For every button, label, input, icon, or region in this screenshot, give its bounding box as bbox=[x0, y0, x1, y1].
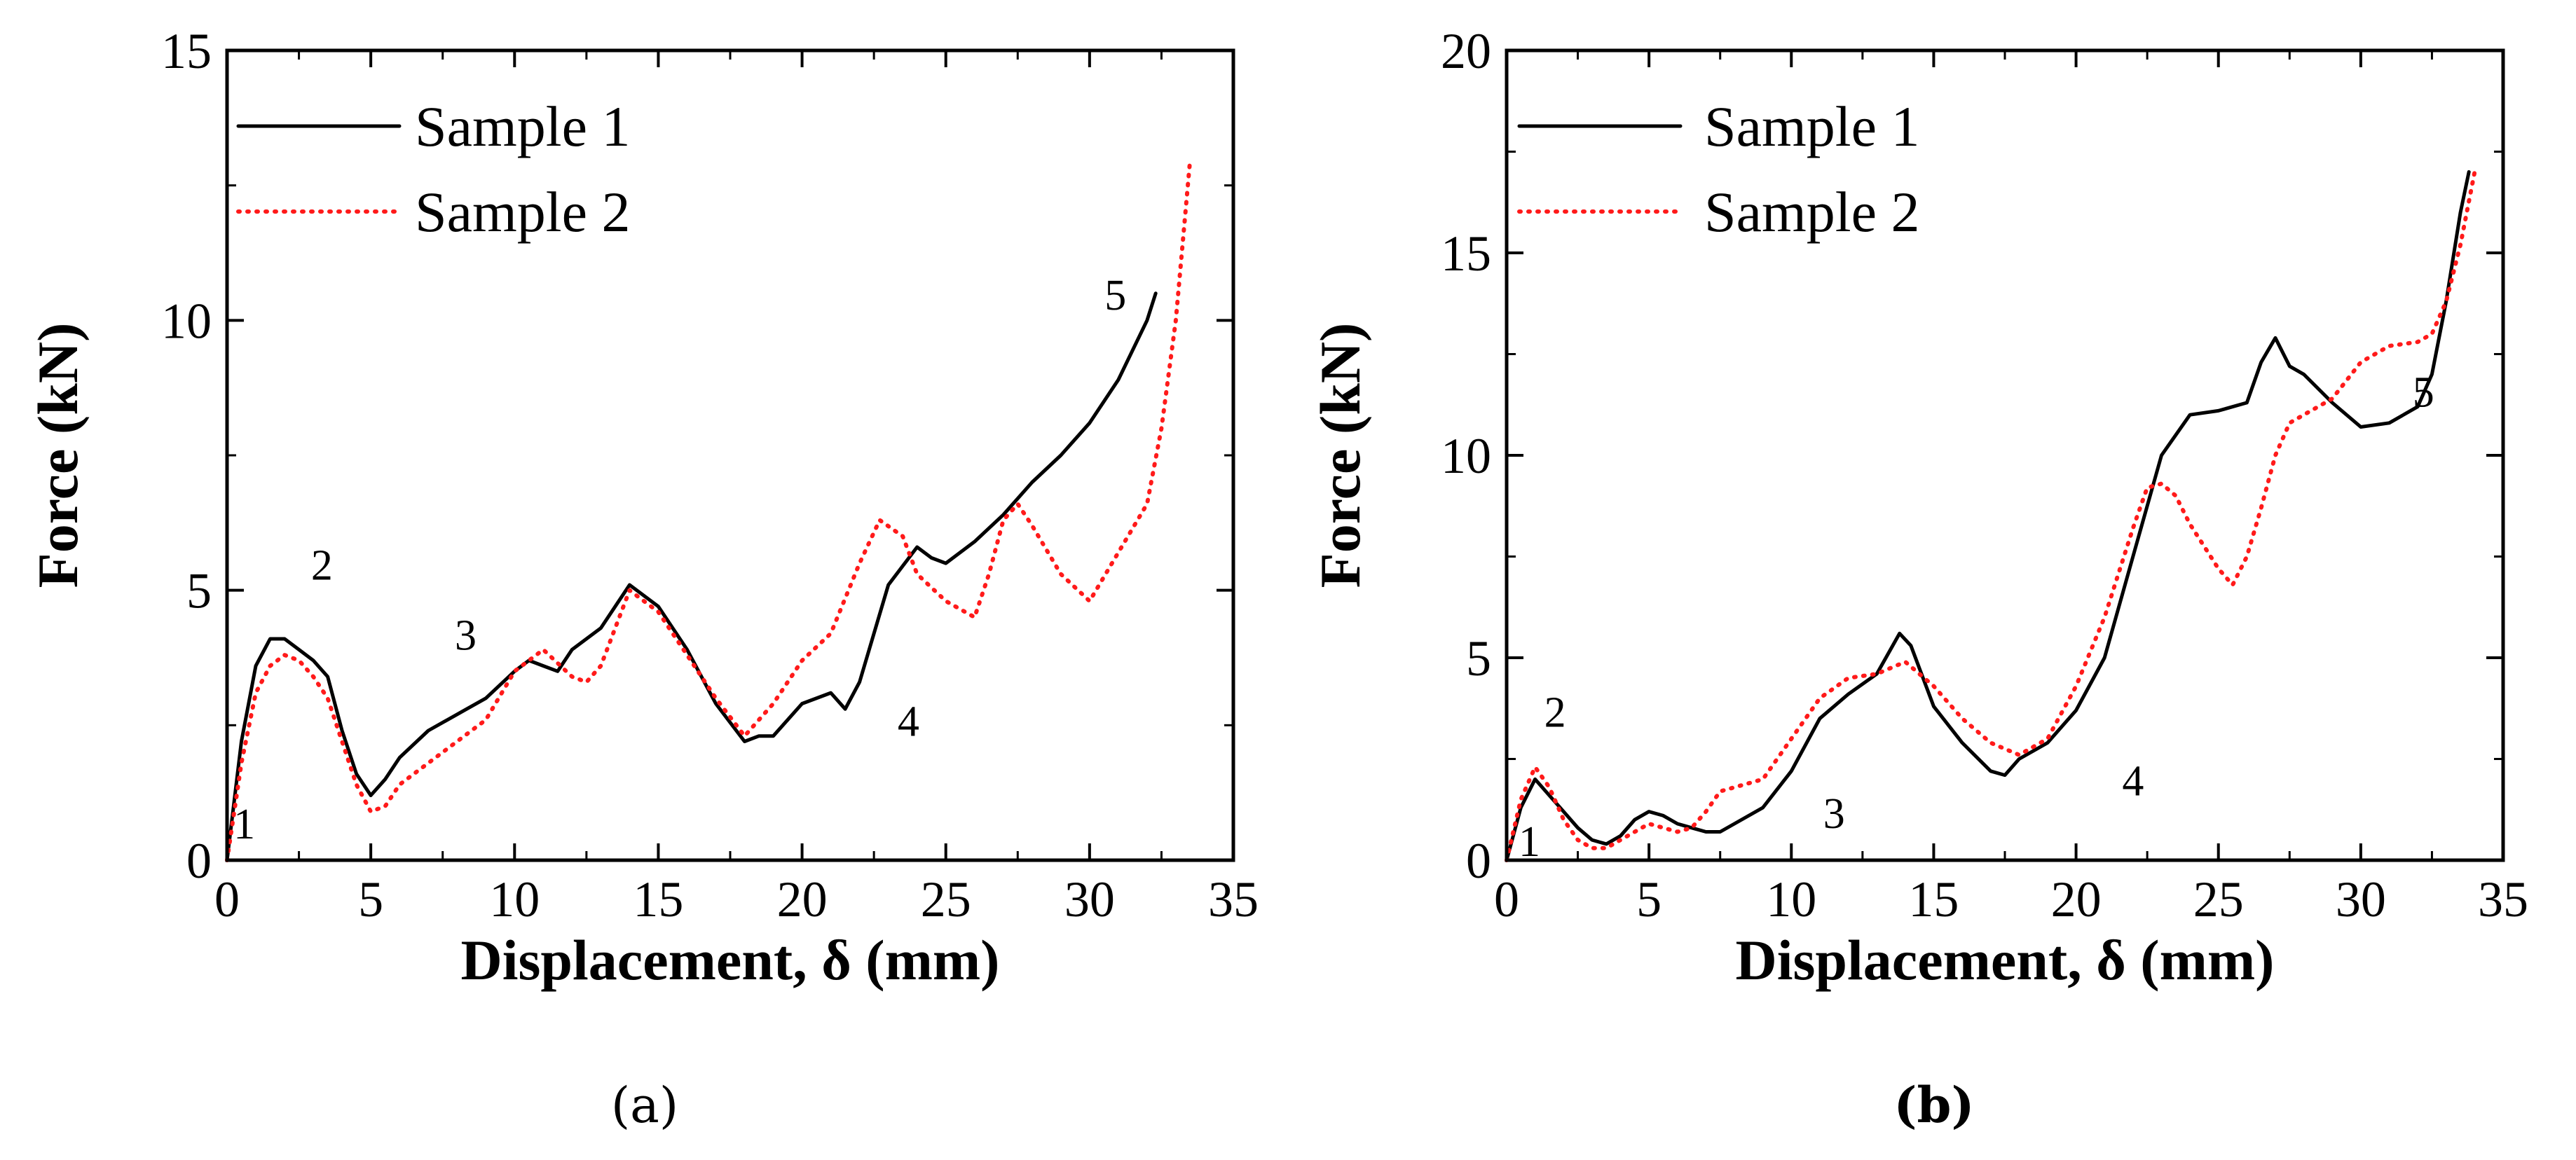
panel-a-x-tick-label: 35 bbox=[1208, 871, 1259, 927]
panel-b-annotation-label-3: 3 bbox=[1823, 790, 1845, 838]
panel-a-series-2-line bbox=[225, 156, 1193, 862]
panel-a-legend-sample1-label: Sample 1 bbox=[415, 95, 630, 158]
panel-a-series-1-line bbox=[225, 291, 1158, 862]
panel-b-legend: Sample 1 Sample 2 bbox=[1517, 95, 1919, 244]
panel-a-legend-sample2-label: Sample 2 bbox=[415, 180, 630, 244]
panel-b-x-tick-label: 15 bbox=[1908, 871, 1959, 927]
panel-b-x-tick-label: 20 bbox=[2051, 871, 2102, 927]
panel-a-y-tick-label: 5 bbox=[186, 563, 212, 619]
panel-a-x-tick-label: 25 bbox=[921, 871, 971, 927]
panel-b-annotation-label-2: 2 bbox=[1544, 689, 1566, 736]
panel-a-x-tick-label: 15 bbox=[633, 871, 683, 927]
panel-a-annotation-label-1: 1 bbox=[233, 801, 255, 848]
panel-a-x-tick-label: 0 bbox=[214, 871, 240, 927]
panel-b-y-tick-label: 10 bbox=[1441, 428, 1491, 484]
panel-b-x-axis-title: Displacement, δ (mm) bbox=[1736, 928, 2275, 992]
panel-a-series-group bbox=[225, 156, 1193, 862]
panel-a-x-tick-label: 20 bbox=[777, 871, 828, 927]
panel-b-caption: (b) bbox=[1893, 1076, 1974, 1134]
panel-a-x-tick-label: 5 bbox=[358, 871, 383, 927]
panel-b-annotations: 1 2 3 4 5 bbox=[1519, 369, 2434, 866]
panel-b-y-tick-label: 0 bbox=[1466, 833, 1491, 889]
panel-a-y-tick-label: 0 bbox=[186, 833, 212, 889]
panel-a-x-tick-label: 10 bbox=[489, 871, 540, 927]
panel-b-y-axis-title: Force (kN) bbox=[1308, 323, 1372, 588]
panel-b-y-tick-label: 15 bbox=[1441, 226, 1491, 282]
panel-b-legend-sample2-label: Sample 2 bbox=[1704, 180, 1919, 244]
panel-b-legend-sample1-label: Sample 1 bbox=[1704, 95, 1919, 158]
panel-b-x-tick-label: 5 bbox=[1636, 871, 1662, 927]
panel-a: 0 5 10 15 20 25 30 35 0 5 10 15 1 2 3 4 5 Sample 1 Samp… bbox=[26, 23, 1259, 1134]
panel-a-x-axis-title: Displacement, δ (mm) bbox=[461, 928, 1000, 992]
panel-b-annotation-label-4: 4 bbox=[2122, 758, 2144, 806]
panel-b-x-tick-label: 10 bbox=[1766, 871, 1816, 927]
panel-b-y-tick-label: 5 bbox=[1466, 630, 1491, 686]
panel-a-y-axis-title: Force (kN) bbox=[26, 323, 90, 588]
panel-b-x-tick-label: 0 bbox=[1494, 871, 1519, 927]
panel-b-series-2-line bbox=[1505, 170, 2477, 862]
panel-b-y-tick-label: 20 bbox=[1441, 23, 1491, 79]
panel-a-y-tick-label: 15 bbox=[161, 23, 212, 79]
panel-b: 0 5 10 15 20 25 30 35 0 5 10 15 20 1 2 3 4 5 Sample 1 Sa… bbox=[1308, 23, 2528, 1134]
panel-b-x-tick-label: 30 bbox=[2336, 871, 2386, 927]
panel-a-caption: (a) bbox=[611, 1077, 678, 1134]
panel-a-legend: Sample 1 Sample 2 bbox=[236, 95, 630, 244]
panel-a-annotations: 1 2 3 4 5 bbox=[233, 272, 1126, 848]
panel-b-x-tick-label: 25 bbox=[2193, 871, 2244, 927]
panel-a-x-tick-label: 30 bbox=[1064, 871, 1115, 927]
panel-a-y-tick-label: 10 bbox=[161, 293, 212, 349]
panel-a-annotation-label-4: 4 bbox=[898, 698, 919, 746]
panel-b-series-1-line bbox=[1505, 170, 2471, 862]
panel-a-annotation-label-2: 2 bbox=[311, 541, 333, 589]
panel-b-x-tick-label: 35 bbox=[2478, 871, 2528, 927]
panel-b-series-group bbox=[1505, 170, 2477, 862]
panel-a-annotation-label-3: 3 bbox=[455, 612, 477, 659]
panel-b-annotation-label-5: 5 bbox=[2413, 369, 2434, 417]
panel-b-annotation-label-1: 1 bbox=[1519, 818, 1540, 866]
panel-a-annotation-label-5: 5 bbox=[1104, 272, 1126, 319]
